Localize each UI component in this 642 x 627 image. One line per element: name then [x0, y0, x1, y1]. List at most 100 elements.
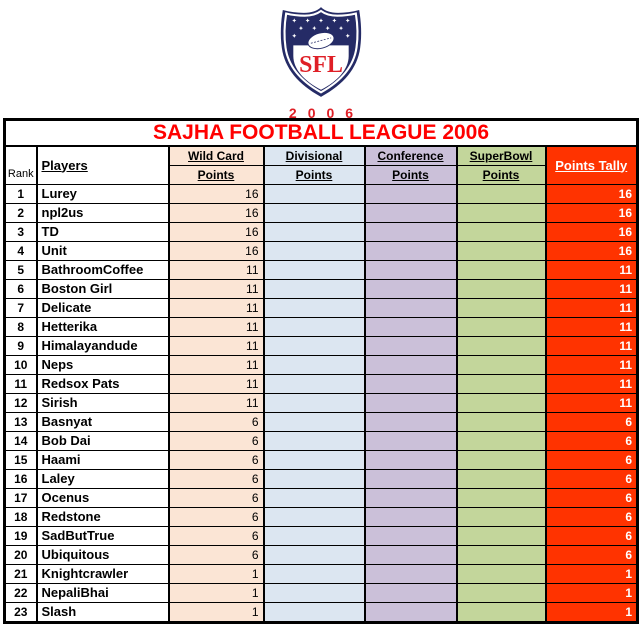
- points-tally-column-header: Points Tally: [544, 145, 639, 185]
- table-body: 1 Lurey 16 16 2 npl2us 16 16 3 TD 16 16 …: [3, 184, 639, 623]
- table-row: 18 Redstone 6 6: [3, 507, 639, 527]
- rank-column-header: Rank: [3, 145, 38, 185]
- page-title: SAJHA FOOTBALL LEAGUE 2006: [3, 119, 639, 147]
- superbowl-column-header: SuperBowl: [455, 145, 547, 166]
- table-row: 9 Himalayandude 11 11: [3, 336, 639, 356]
- player-name-cell: Redsox Pats: [35, 374, 170, 394]
- superbowl-points-cell: [455, 298, 547, 318]
- table-row: 2 npl2us 16 16: [3, 203, 639, 223]
- conference-points-cell: [363, 583, 458, 603]
- divisional-points-cell: [262, 260, 366, 280]
- points-tally-cell: 6: [544, 488, 639, 508]
- rank-cell: 2: [3, 203, 38, 223]
- conference-points-subheader: Points: [363, 165, 458, 185]
- rank-cell: 11: [3, 374, 38, 394]
- divisional-points-cell: [262, 469, 366, 489]
- conference-points-cell: [363, 184, 458, 204]
- points-tally-cell: 11: [544, 374, 639, 394]
- conference-points-cell: [363, 602, 458, 623]
- superbowl-points-cell: [455, 602, 547, 623]
- superbowl-points-cell: [455, 184, 547, 204]
- wild-card-points-cell: 1: [167, 583, 265, 603]
- table-row: 16 Laley 6 6: [3, 469, 639, 489]
- wild-card-points-subheader: Points: [167, 165, 265, 185]
- conference-points-cell: [363, 450, 458, 470]
- superbowl-points-cell: [455, 564, 547, 584]
- player-name-cell: TD: [35, 222, 170, 242]
- conference-points-cell: [363, 412, 458, 432]
- player-name-cell: npl2us: [35, 203, 170, 223]
- player-name-cell: Unit: [35, 241, 170, 261]
- wild-card-points-cell: 6: [167, 488, 265, 508]
- player-name-cell: Knightcrawler: [35, 564, 170, 584]
- table-row: 11 Redsox Pats 11 11: [3, 374, 639, 394]
- player-name-cell: Himalayandude: [35, 336, 170, 356]
- divisional-points-cell: [262, 412, 366, 432]
- divisional-points-cell: [262, 222, 366, 242]
- rank-cell: 4: [3, 241, 38, 261]
- table-row: 4 Unit 16 16: [3, 241, 639, 261]
- wild-card-points-cell: 6: [167, 545, 265, 565]
- superbowl-points-cell: [455, 488, 547, 508]
- wild-card-points-cell: 6: [167, 431, 265, 451]
- player-name-cell: Ubiquitous: [35, 545, 170, 565]
- football-icon: [307, 31, 335, 50]
- wild-card-points-cell: 16: [167, 241, 265, 261]
- player-name-cell: NepaliBhai: [35, 583, 170, 603]
- table-row: 7 Delicate 11 11: [3, 298, 639, 318]
- points-tally-cell: 16: [544, 241, 639, 261]
- divisional-points-cell: [262, 488, 366, 508]
- rank-cell: 6: [3, 279, 38, 299]
- divisional-points-cell: [262, 374, 366, 394]
- wild-card-points-cell: 16: [167, 184, 265, 204]
- superbowl-points-cell: [455, 393, 547, 413]
- superbowl-points-cell: [455, 526, 547, 546]
- wild-card-points-cell: 6: [167, 526, 265, 546]
- rank-cell: 12: [3, 393, 38, 413]
- points-tally-cell: 11: [544, 279, 639, 299]
- wild-card-points-cell: 1: [167, 564, 265, 584]
- wild-card-points-cell: 6: [167, 469, 265, 489]
- rank-cell: 9: [3, 336, 38, 356]
- conference-column-header: Conference: [363, 145, 458, 166]
- divisional-column-header: Divisional: [262, 145, 366, 166]
- rank-cell: 1: [3, 184, 38, 204]
- superbowl-points-cell: [455, 450, 547, 470]
- rank-cell: 8: [3, 317, 38, 337]
- superbowl-points-cell: [455, 545, 547, 565]
- player-name-cell: Haami: [35, 450, 170, 470]
- divisional-points-cell: [262, 241, 366, 261]
- table-row: 10 Neps 11 11: [3, 355, 639, 375]
- divisional-points-cell: [262, 450, 366, 470]
- player-name-cell: Hetterika: [35, 317, 170, 337]
- header-row-top: Rank Players Wild Card Divisional Confer…: [3, 145, 639, 185]
- rank-cell: 19: [3, 526, 38, 546]
- divisional-points-cell: [262, 355, 366, 375]
- wild-card-points-cell: 11: [167, 336, 265, 356]
- points-tally-cell: 1: [544, 564, 639, 584]
- points-tally-cell: 1: [544, 583, 639, 603]
- rank-cell: 21: [3, 564, 38, 584]
- player-name-cell: Lurey: [35, 184, 170, 204]
- title-row: SAJHA FOOTBALL LEAGUE 2006: [3, 119, 639, 147]
- table-row: 21 Knightcrawler 1 1: [3, 564, 639, 584]
- player-name-cell: Neps: [35, 355, 170, 375]
- table-row: 17 Ocenus 6 6: [3, 488, 639, 508]
- conference-points-cell: [363, 374, 458, 394]
- rank-cell: 20: [3, 545, 38, 565]
- conference-points-cell: [363, 203, 458, 223]
- table-row: 1 Lurey 16 16: [3, 184, 639, 204]
- table-row: 6 Boston Girl 11 11: [3, 279, 639, 299]
- conference-points-cell: [363, 260, 458, 280]
- superbowl-points-cell: [455, 279, 547, 299]
- divisional-points-cell: [262, 317, 366, 337]
- divisional-points-cell: [262, 298, 366, 318]
- rank-cell: 16: [3, 469, 38, 489]
- points-tally-cell: 11: [544, 336, 639, 356]
- rank-cell: 14: [3, 431, 38, 451]
- wild-card-points-cell: 11: [167, 260, 265, 280]
- rank-cell: 23: [3, 602, 38, 623]
- points-tally-cell: 6: [544, 545, 639, 565]
- table-row: 20 Ubiquitous 6 6: [3, 545, 639, 565]
- divisional-points-cell: [262, 564, 366, 584]
